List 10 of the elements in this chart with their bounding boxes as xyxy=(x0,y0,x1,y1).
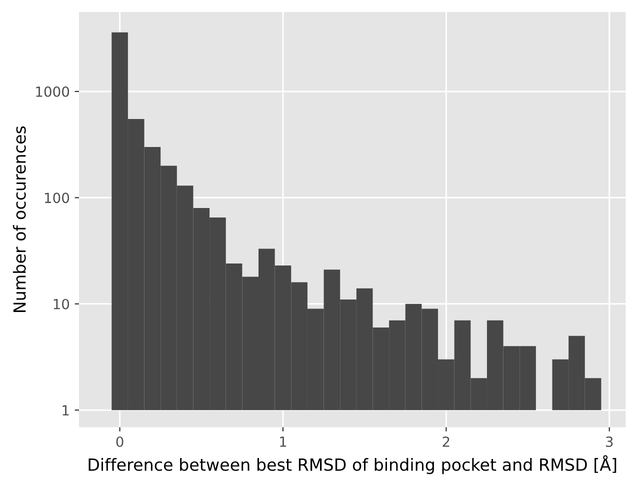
x-tick-label: 1 xyxy=(280,436,286,447)
y-tick-label: 1 xyxy=(62,405,69,416)
x-axis-title: Difference between best RMSD of binding pocket and RMSD [Å] xyxy=(88,455,616,474)
y-tick-label: 100 xyxy=(44,192,70,204)
x-tick-label: 2 xyxy=(442,436,450,447)
y-axis-title: Number of occurences xyxy=(12,126,26,312)
y-tick-label: 1000 xyxy=(36,86,70,97)
y-tick-label: 10 xyxy=(54,298,70,310)
x-tick-label: 0 xyxy=(116,436,124,447)
x-tick-label: 3 xyxy=(606,436,613,447)
